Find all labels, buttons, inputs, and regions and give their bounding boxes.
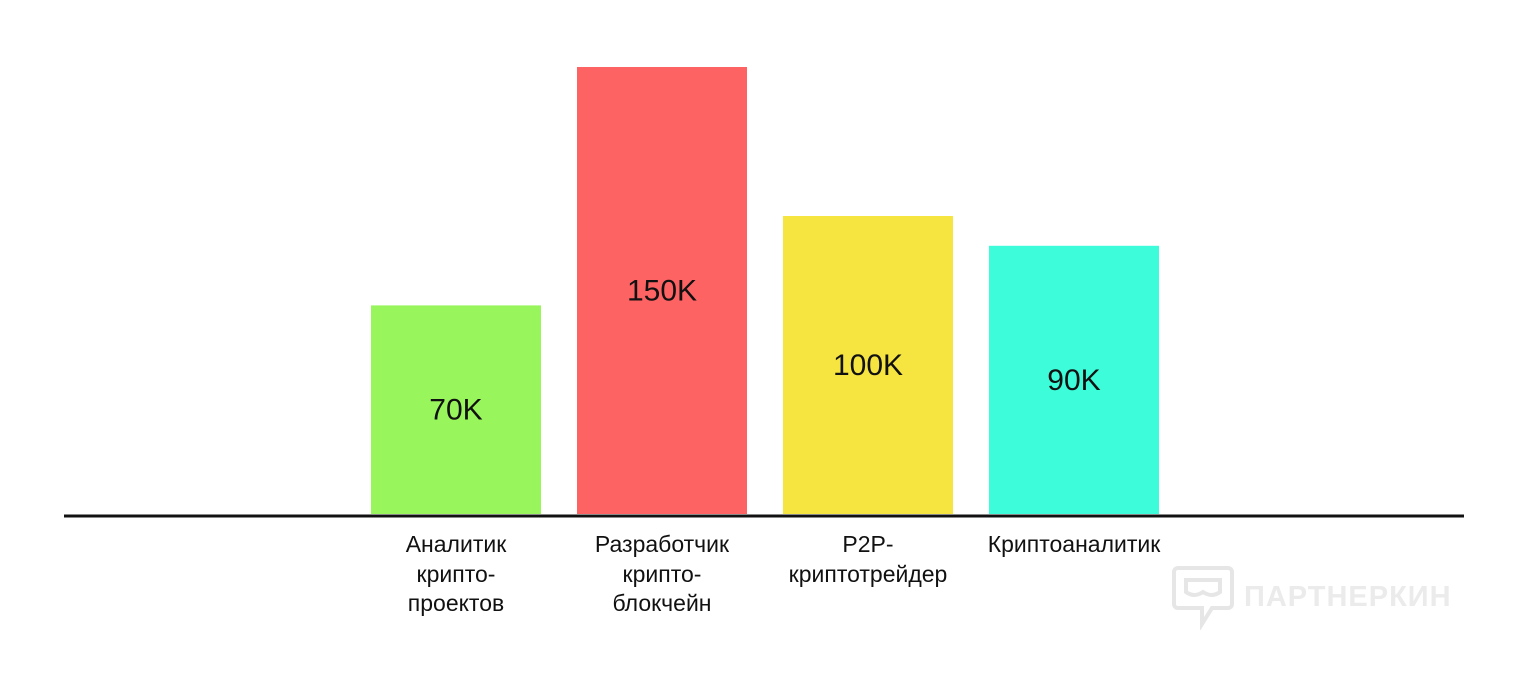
- category-label-4: Криптоаналитик: [987, 531, 1161, 557]
- bar-value-label-3: 100K: [833, 349, 903, 382]
- chat-mask-logo-icon: [1172, 566, 1234, 630]
- watermark-text: ПАРТНЕРКИН: [1244, 580, 1452, 613]
- bar-1: [371, 305, 541, 514]
- value-labels-group: 70K 150K 100K 90K: [429, 275, 1100, 427]
- bar-value-label-2: 150K: [627, 275, 697, 308]
- watermark: ПАРТНЕРКИН: [1172, 562, 1492, 632]
- bar-3: [783, 216, 953, 514]
- bar-value-label-4: 90K: [1047, 364, 1100, 397]
- category-label-3: P2P- криптотрейдер: [788, 531, 948, 587]
- bars-group: [371, 67, 1159, 515]
- bar-value-label-1: 70K: [429, 394, 482, 427]
- category-label-2: Разработчик крипто- блокчейн: [594, 531, 730, 616]
- bar-2: [577, 67, 747, 514]
- category-label-1: Аналитик крипто- проектов: [405, 531, 507, 616]
- bar-4: [989, 245, 1159, 515]
